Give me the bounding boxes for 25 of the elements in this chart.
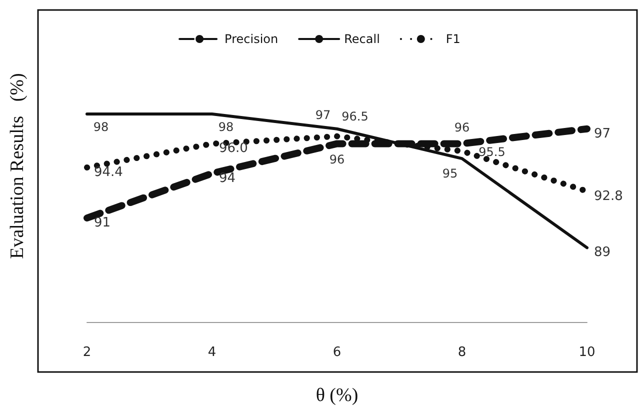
data-label: 96.5 <box>342 109 368 124</box>
legend-label: Recall <box>344 32 380 46</box>
data-label: 96 <box>454 120 470 135</box>
data-label: 94.4 <box>94 164 123 180</box>
data-label: 89 <box>594 245 611 260</box>
x-tick-label: 10 <box>578 345 596 360</box>
data-label: 94 <box>219 170 236 186</box>
data-label: 95 <box>442 166 458 181</box>
data-label: 92.8 <box>594 188 623 204</box>
data-label: 97 <box>594 126 611 142</box>
x-tick-label: 8 <box>458 345 466 360</box>
data-label: 96.0 <box>219 141 248 156</box>
data-label: 95.5 <box>478 145 506 160</box>
x-tick-label: 6 <box>332 345 342 360</box>
x-tick-label: 4 <box>208 345 216 360</box>
legend-label: Precision <box>224 32 278 46</box>
x-axis-title: θ (%) <box>316 385 358 406</box>
legend-label: F1 <box>446 32 460 46</box>
data-label: 98 <box>93 120 109 134</box>
data-label: 91 <box>94 216 111 230</box>
data-label: 96 <box>329 152 345 167</box>
x-tick-label: 2 <box>82 345 92 360</box>
y-axis-title: Evaluation Results (%) <box>7 73 28 259</box>
data-label: 98 <box>218 120 234 134</box>
data-label: 97 <box>315 108 331 122</box>
